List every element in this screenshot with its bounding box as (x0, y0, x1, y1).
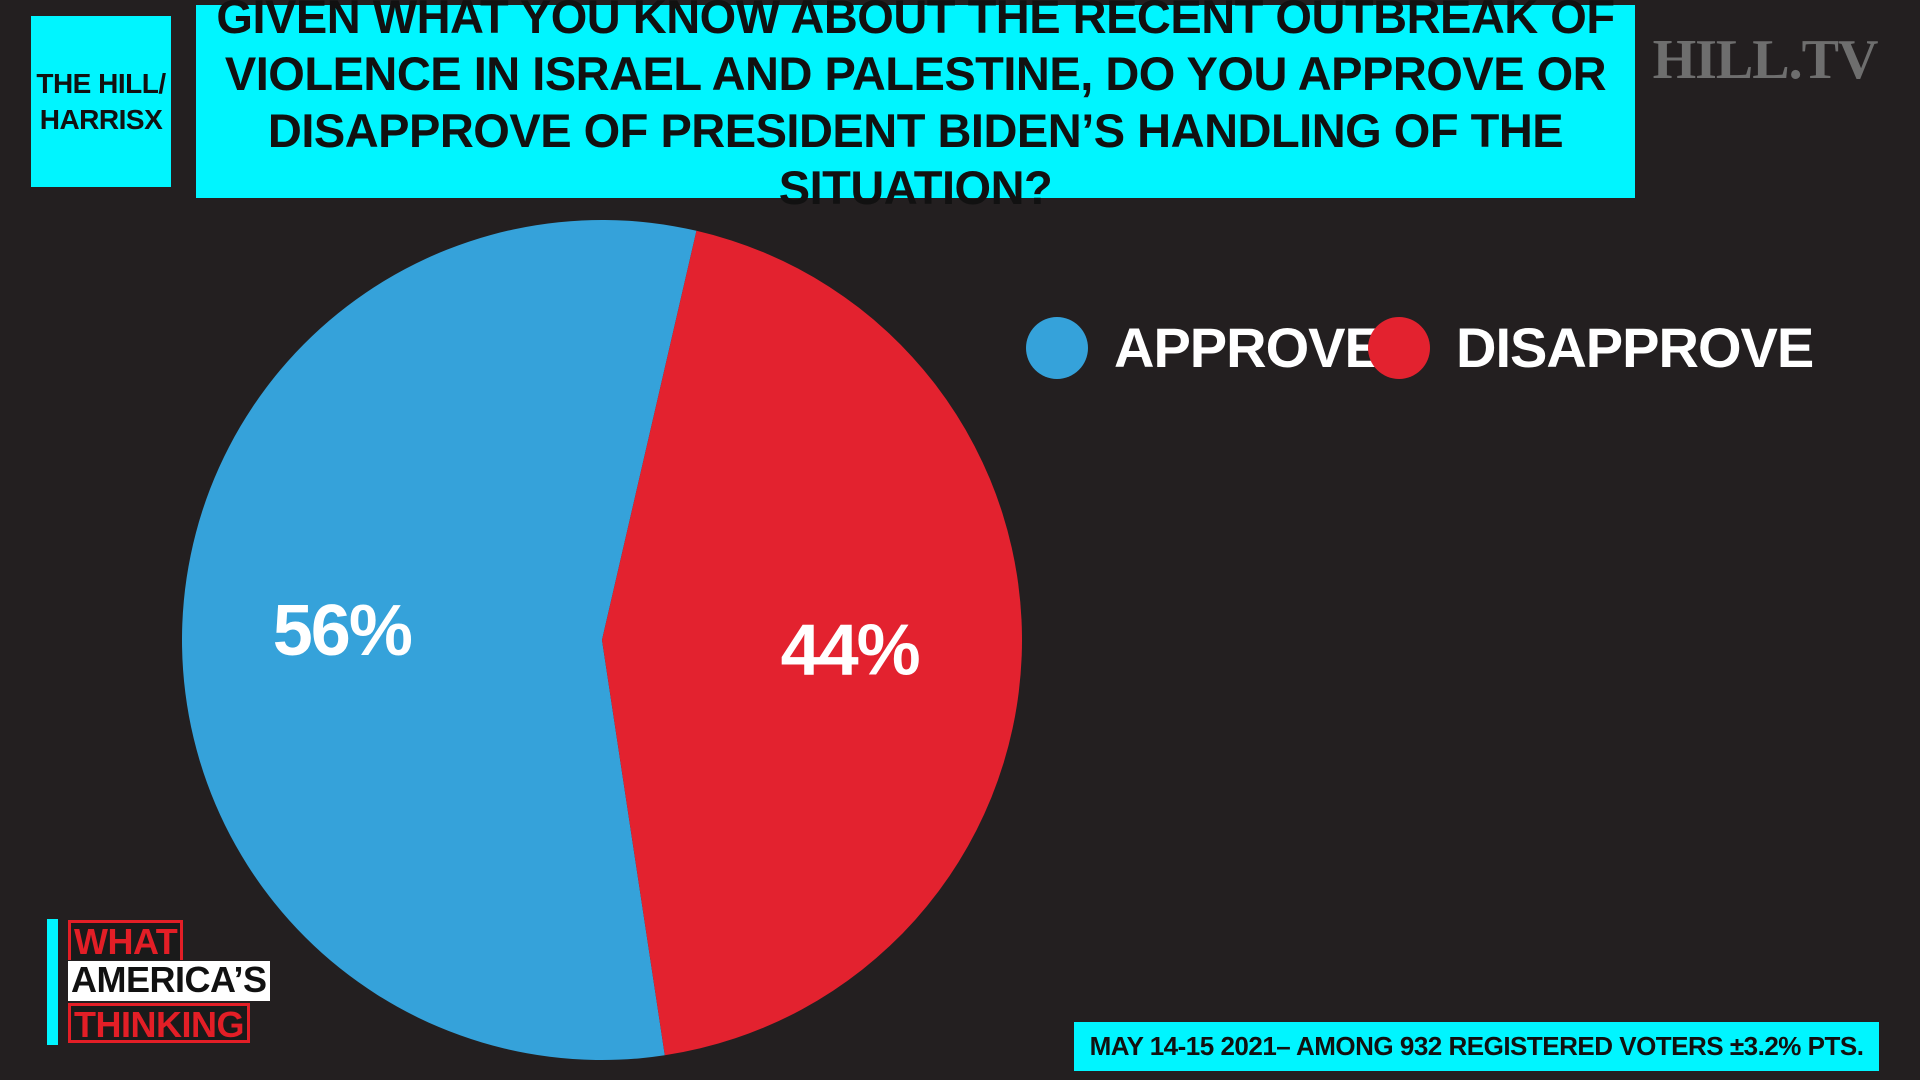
legend-label-approve: APPROVE (1114, 316, 1382, 379)
legend-swatch-approve (1026, 317, 1088, 379)
legend-item-approve: APPROVE (1026, 316, 1382, 380)
pie-slice-disapprove (602, 230, 1023, 1056)
logo-line-americas: AMERICA’S (68, 961, 270, 1001)
pie-slices (182, 219, 1023, 1061)
source-line-2: HARRISX (39, 103, 163, 135)
legend-label-disapprove: DISAPPROVE (1456, 316, 1814, 379)
logo-accent-bar (47, 919, 58, 1045)
footer-text: MAY 14-15 2021– AMONG 932 REGISTERED VOT… (1089, 1031, 1864, 1061)
logo-line-thinking: THINKING (68, 1003, 250, 1044)
hilltv-logo: HILL.TV (1652, 29, 1879, 91)
legend-swatch-disapprove (1368, 317, 1430, 379)
logo-line-what: WHAT (68, 920, 184, 961)
source-line-1: THE HILL/ (36, 67, 166, 99)
legend-item-disapprove: DISAPPROVE (1368, 316, 1814, 380)
pie-label-approve: 56% (273, 591, 412, 671)
pie-slice-approve (182, 219, 697, 1061)
pie-label-disapprove: 44% (781, 611, 920, 691)
chart-title: GIVEN WHAT YOU KNOW ABOUT THE RECENT OUT… (216, 0, 1615, 214)
pie-labels: 56% 44% (273, 591, 922, 691)
chart-title-box: GIVEN WHAT YOU KNOW ABOUT THE RECENT OUT… (196, 0, 1635, 214)
what-americas-thinking-logo: WHAT AMERICA’S THINKING (47, 919, 307, 1045)
poll-methodology-footer: MAY 14-15 2021– AMONG 932 REGISTERED VOT… (1074, 1022, 1879, 1071)
source-badge: THE HILL/ HARRISX (31, 16, 171, 187)
